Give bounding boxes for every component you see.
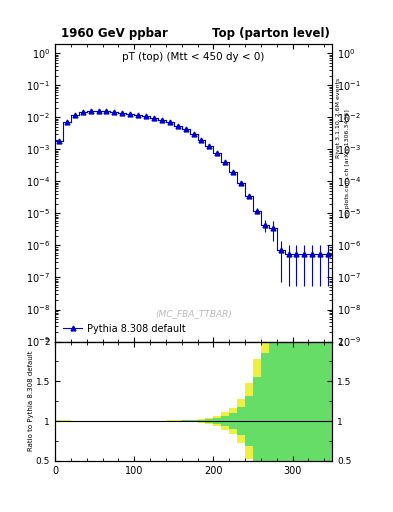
Bar xyxy=(198,420,206,422)
Bar xyxy=(292,342,300,461)
Bar xyxy=(300,342,309,461)
Bar xyxy=(309,342,316,461)
Text: 1960 GeV ppbar: 1960 GeV ppbar xyxy=(61,27,168,40)
Bar xyxy=(309,342,316,461)
Bar xyxy=(221,412,229,430)
Text: mcplots.cern.ch [arXiv:1306.3436]: mcplots.cern.ch [arXiv:1306.3436] xyxy=(345,110,350,218)
Bar xyxy=(213,416,221,426)
Bar xyxy=(292,342,300,461)
Bar xyxy=(245,396,253,446)
Bar xyxy=(213,418,221,424)
Bar xyxy=(206,419,213,423)
Bar xyxy=(229,413,237,429)
Bar xyxy=(253,359,261,461)
Bar xyxy=(189,420,198,422)
Bar xyxy=(221,416,229,426)
Bar xyxy=(158,420,166,421)
Bar xyxy=(253,377,261,461)
Bar xyxy=(237,407,245,435)
Text: Rivet 3.1.10, 2.6M events: Rivet 3.1.10, 2.6M events xyxy=(336,78,341,158)
Bar xyxy=(174,420,182,421)
Bar xyxy=(182,420,189,422)
Bar xyxy=(150,420,158,421)
Bar xyxy=(229,409,237,434)
Bar xyxy=(166,420,174,422)
Bar xyxy=(261,342,269,461)
Y-axis label: Ratio to Pythia 8.308 default: Ratio to Pythia 8.308 default xyxy=(28,351,35,452)
Bar xyxy=(63,420,71,422)
Bar xyxy=(316,342,324,461)
Legend: Pythia 8.308 default: Pythia 8.308 default xyxy=(60,321,189,337)
Bar xyxy=(277,342,285,461)
Bar xyxy=(245,383,253,459)
Bar xyxy=(261,353,269,461)
Bar xyxy=(316,342,324,461)
Bar xyxy=(206,418,213,424)
Bar xyxy=(269,342,277,461)
Bar xyxy=(324,342,332,461)
Text: (MC_FBA_TTBAR): (MC_FBA_TTBAR) xyxy=(155,309,232,318)
Text: pT (top) (Mtt < 450 dy < 0): pT (top) (Mtt < 450 dy < 0) xyxy=(122,52,265,62)
Bar xyxy=(324,342,332,461)
Bar xyxy=(237,399,245,443)
Bar xyxy=(55,420,63,422)
Text: Top (parton level): Top (parton level) xyxy=(212,27,330,40)
Bar xyxy=(277,342,285,461)
Bar xyxy=(189,420,198,422)
Bar xyxy=(174,420,182,422)
Bar xyxy=(182,420,189,422)
Bar xyxy=(285,342,292,461)
Bar xyxy=(300,342,309,461)
Bar xyxy=(198,419,206,423)
Bar xyxy=(285,342,292,461)
Bar xyxy=(269,342,277,461)
